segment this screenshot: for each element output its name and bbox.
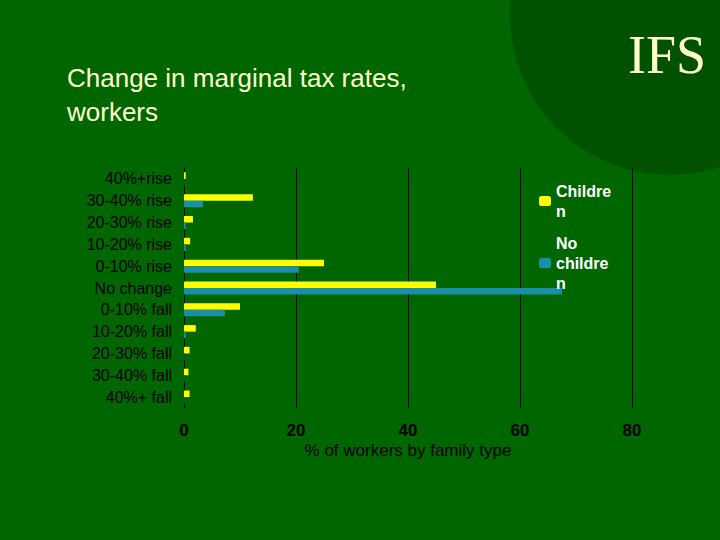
- svg-text:IFS: IFS: [628, 25, 706, 85]
- svg-text:20-30% rise: 20-30% rise: [87, 214, 172, 231]
- svg-text:Childre: Childre: [556, 183, 611, 200]
- svg-text:30-40% fall: 30-40% fall: [92, 367, 172, 384]
- svg-text:20-30% fall: 20-30% fall: [92, 345, 172, 362]
- svg-text:10-20% fall: 10-20% fall: [92, 323, 172, 340]
- svg-text:40: 40: [399, 421, 418, 440]
- svg-text:workers: workers: [66, 97, 158, 127]
- svg-text:30-40% rise: 30-40% rise: [87, 192, 172, 209]
- svg-text:60: 60: [511, 421, 530, 440]
- svg-text:No change: No change: [95, 280, 172, 297]
- svg-text:20: 20: [287, 421, 306, 440]
- svg-text:40%+rise: 40%+rise: [105, 170, 172, 187]
- svg-text:80: 80: [623, 421, 642, 440]
- svg-text:0: 0: [179, 421, 188, 440]
- svg-text:n: n: [556, 275, 566, 292]
- svg-text:Change in marginal tax rates,: Change in marginal tax rates,: [67, 63, 414, 93]
- svg-text:n: n: [556, 203, 566, 220]
- svg-text:No: No: [556, 235, 582, 252]
- svg-text:childre: childre: [556, 255, 609, 272]
- svg-text:0-10% rise: 0-10% rise: [96, 258, 173, 275]
- svg-text:40%+ fall: 40%+ fall: [106, 389, 172, 406]
- svg-text:10-20% rise: 10-20% rise: [87, 236, 172, 253]
- svg-text:0-10% fall: 0-10% fall: [101, 301, 172, 318]
- svg-text:% of workers by family type: % of workers by family type: [305, 441, 512, 460]
